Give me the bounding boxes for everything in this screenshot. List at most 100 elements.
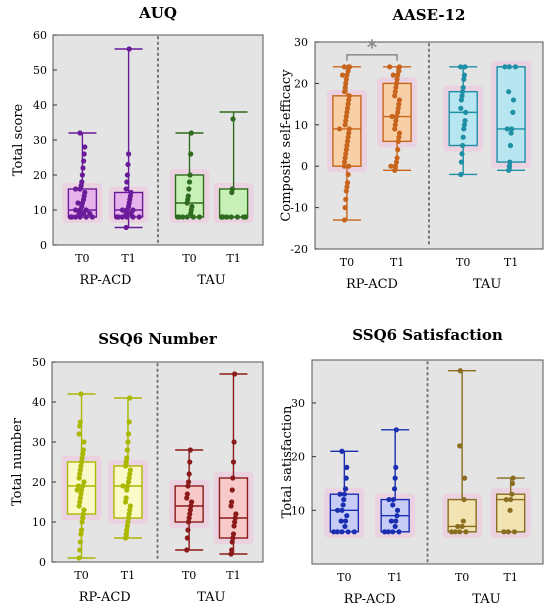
data-point bbox=[233, 511, 239, 517]
data-point bbox=[387, 64, 393, 70]
group-label: TAU bbox=[197, 273, 225, 288]
data-point bbox=[124, 523, 130, 529]
data-point bbox=[341, 64, 347, 70]
data-point bbox=[459, 93, 465, 99]
data-point bbox=[124, 172, 130, 178]
data-point bbox=[81, 479, 87, 485]
data-point bbox=[458, 105, 464, 111]
data-point bbox=[127, 395, 133, 401]
data-point bbox=[463, 529, 469, 535]
data-point bbox=[452, 529, 458, 535]
data-point bbox=[457, 529, 463, 535]
data-point bbox=[461, 126, 467, 132]
data-point bbox=[389, 113, 395, 120]
chart-title: SSQ6 Number bbox=[98, 330, 218, 348]
y-tick-label: 0 bbox=[40, 239, 47, 252]
data-point bbox=[395, 147, 401, 153]
x-tick-label: T1 bbox=[388, 571, 402, 584]
data-point bbox=[228, 551, 234, 557]
data-point bbox=[185, 527, 191, 533]
data-point bbox=[394, 155, 400, 161]
y-tick-label: 30 bbox=[32, 436, 46, 449]
data-point bbox=[187, 507, 193, 513]
group-label: RP-ACD bbox=[80, 273, 132, 288]
data-point bbox=[128, 189, 134, 196]
x-tick-label: T1 bbox=[504, 256, 518, 269]
data-point bbox=[339, 507, 345, 513]
box-RP-ACD-T0: T0 bbox=[62, 130, 103, 265]
data-point bbox=[76, 431, 82, 437]
data-point bbox=[507, 159, 513, 165]
data-point bbox=[122, 463, 129, 469]
data-point bbox=[393, 80, 400, 86]
data-point bbox=[346, 97, 352, 103]
data-point bbox=[396, 134, 402, 140]
y-tick-label: 20 bbox=[32, 476, 46, 489]
y-tick-label: 10 bbox=[294, 119, 308, 132]
box-TAU-T1: T1 bbox=[490, 475, 531, 584]
data-point bbox=[81, 439, 87, 445]
data-point bbox=[184, 491, 190, 497]
data-point bbox=[388, 518, 394, 524]
data-point bbox=[80, 447, 86, 453]
data-point bbox=[462, 118, 468, 124]
chart-title: AUQ bbox=[138, 4, 177, 22]
data-point bbox=[345, 101, 351, 107]
group-label: TAU bbox=[473, 277, 501, 292]
data-point bbox=[80, 515, 86, 521]
data-point bbox=[73, 214, 79, 220]
box-TAU-T0: T0 bbox=[169, 130, 210, 265]
x-tick-label: T0 bbox=[337, 571, 351, 584]
data-point bbox=[506, 89, 512, 95]
data-point bbox=[127, 471, 133, 477]
data-point bbox=[461, 72, 467, 78]
data-point bbox=[186, 515, 192, 521]
data-point bbox=[74, 487, 80, 493]
data-point bbox=[79, 519, 85, 525]
data-point bbox=[229, 547, 235, 553]
data-point bbox=[230, 531, 237, 537]
data-point bbox=[80, 511, 86, 517]
data-point bbox=[396, 97, 403, 103]
data-point bbox=[504, 126, 510, 132]
data-point bbox=[224, 214, 230, 220]
data-point bbox=[126, 511, 132, 517]
data-point bbox=[75, 483, 81, 489]
x-tick-label: T1 bbox=[390, 256, 404, 269]
box-RP-ACD-T0: T0 bbox=[61, 391, 102, 582]
y-axis-label: Total number bbox=[10, 417, 25, 506]
data-point bbox=[180, 214, 186, 220]
data-point bbox=[396, 64, 403, 70]
data-point bbox=[461, 496, 467, 503]
data-point bbox=[187, 447, 193, 453]
data-point bbox=[185, 483, 191, 489]
data-point bbox=[344, 513, 350, 519]
data-point bbox=[392, 122, 398, 128]
y-axis-label: Composite self-efficacy bbox=[279, 69, 294, 222]
data-point bbox=[344, 105, 351, 111]
box-RP-ACD-T0: T0 bbox=[324, 448, 365, 584]
data-point bbox=[346, 163, 352, 169]
data-point bbox=[346, 93, 352, 99]
data-point bbox=[392, 523, 398, 530]
data-point bbox=[510, 475, 516, 481]
data-point bbox=[393, 118, 399, 124]
data-point bbox=[82, 144, 88, 150]
data-point bbox=[343, 80, 349, 86]
data-point bbox=[185, 519, 192, 525]
group-label: RP-ACD bbox=[346, 277, 398, 292]
data-point bbox=[460, 142, 466, 149]
data-point bbox=[188, 151, 194, 157]
data-point bbox=[344, 72, 350, 78]
data-point bbox=[341, 159, 348, 165]
data-point bbox=[395, 72, 401, 78]
data-point bbox=[124, 527, 130, 533]
data-point bbox=[80, 483, 86, 489]
data-point bbox=[390, 496, 396, 503]
data-point bbox=[512, 64, 519, 70]
data-point bbox=[462, 64, 468, 70]
y-tick-label: 30 bbox=[294, 36, 308, 49]
data-point bbox=[458, 64, 464, 70]
